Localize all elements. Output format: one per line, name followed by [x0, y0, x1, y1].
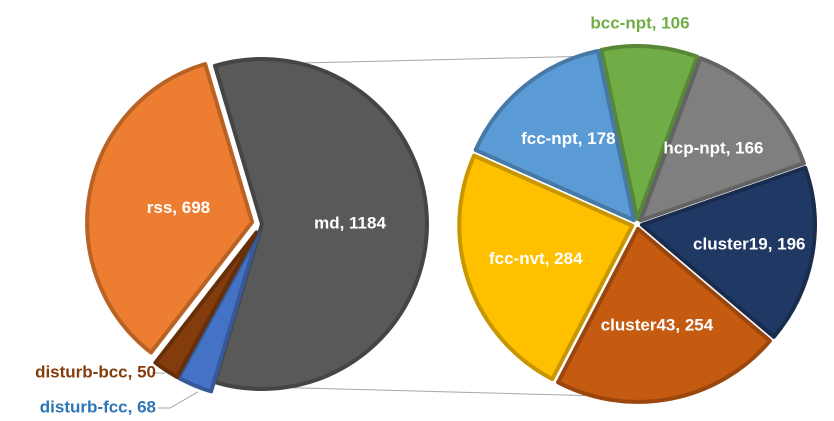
label-bcc-npt: bcc-npt, 106	[590, 13, 689, 32]
secondary-slice-fcc-nvt	[457, 153, 635, 382]
label-md: md, 1184	[314, 213, 386, 232]
secondary-slice-cluster19	[639, 165, 817, 339]
label-hcp-npt: hcp-npt, 166	[663, 138, 763, 157]
label-rss: rss, 698	[147, 198, 210, 217]
data-labels: md, 1184 rss, 698 disturb-bcc, 50 disturb-f…	[35, 13, 805, 416]
secondary-slice-fcc-npt	[473, 48, 636, 223]
label-cluster43: cluster43, 254	[601, 315, 714, 334]
secondary-slice-cluster43	[556, 226, 772, 404]
label-cluster19: cluster19, 196	[693, 234, 805, 253]
secondary-slice-hcp-npt	[638, 56, 806, 223]
label-disturb-fcc: disturb-fcc, 68	[40, 397, 156, 416]
label-disturb-bcc: disturb-bcc, 50	[35, 362, 156, 381]
label-fcc-nvt: fcc-nvt, 284	[489, 249, 583, 268]
main-slice-disturb-bcc	[153, 230, 259, 379]
label-fcc-npt: fcc-npt, 178	[521, 129, 615, 148]
leader-line-disturb-fcc	[158, 391, 199, 409]
secondary-slice-bcc-npt	[599, 44, 700, 222]
main-pie	[85, 57, 429, 394]
main-slice-rss	[85, 62, 255, 355]
secondary-pie	[457, 44, 817, 404]
main-slice-md	[212, 57, 429, 391]
